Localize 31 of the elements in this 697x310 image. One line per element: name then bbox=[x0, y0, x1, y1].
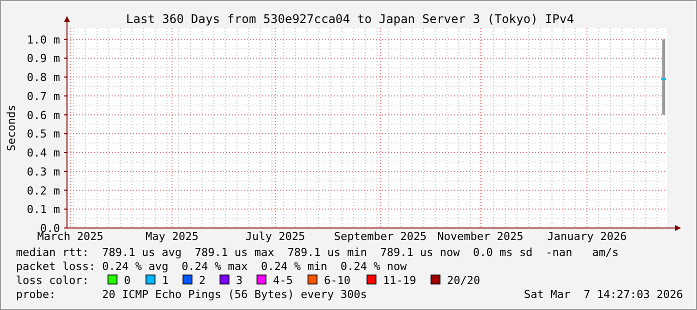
legend-label: 1 bbox=[162, 274, 169, 287]
legend-label: 6-10 bbox=[324, 274, 350, 287]
x-tick-label: November 2025 bbox=[437, 230, 524, 243]
y-tick-label: 0.6 m bbox=[26, 108, 60, 122]
y-tick-label: 1.0 m bbox=[26, 33, 60, 46]
legend-label: 2 bbox=[199, 274, 206, 287]
x-tick-label: January 2026 bbox=[547, 230, 627, 243]
x-tick-label: March 2025 bbox=[37, 230, 104, 243]
y-tick-label: 0.8 m bbox=[26, 71, 60, 84]
legend-label: 0 bbox=[124, 274, 131, 287]
legend-label: 3 bbox=[236, 274, 243, 287]
y-tick-label: 0.9 m bbox=[26, 52, 60, 66]
text: Sat Mar 7 14:27:03 2026 bbox=[524, 288, 683, 301]
y-tick-label: 0.3 m bbox=[26, 165, 60, 178]
legend-label: 4-5 bbox=[273, 274, 293, 287]
legend-label: 20/20 bbox=[447, 274, 480, 287]
chart-title: Last 360 Days from 530e927cca04 to Japan Server 3 (Tokyo) IPv4 bbox=[126, 12, 574, 26]
y-tick-label: 0.7 m bbox=[26, 90, 60, 103]
y-tick-label: 0.5 m bbox=[26, 128, 60, 141]
y-tick-label: 0.2 m bbox=[26, 184, 60, 198]
y-tick-label: 0.1 m bbox=[26, 203, 60, 216]
y-tick-label: 0.4 m bbox=[26, 146, 60, 160]
legend-label: 11-19 bbox=[383, 274, 416, 287]
text: probe: 20 ICMP Echo Pings (56 Bytes) every 300s bbox=[16, 288, 367, 301]
x-tick-label: July 2025 bbox=[246, 230, 306, 243]
y-axis-title: Seconds bbox=[5, 104, 18, 152]
x-tick-label: May 2025 bbox=[146, 230, 198, 243]
text: packet loss: 0.24 % avg 0.24 % max 0.24 % min 0.24 % now bbox=[16, 260, 408, 273]
text: median rtt: 789.1 us avg 789.1 us max 789.1 us min 789.1 us now 0.0 ms sd -nan am/s bbox=[16, 246, 619, 259]
legend-title: loss color: bbox=[16, 274, 89, 287]
x-tick-label: September 2025 bbox=[334, 230, 427, 243]
